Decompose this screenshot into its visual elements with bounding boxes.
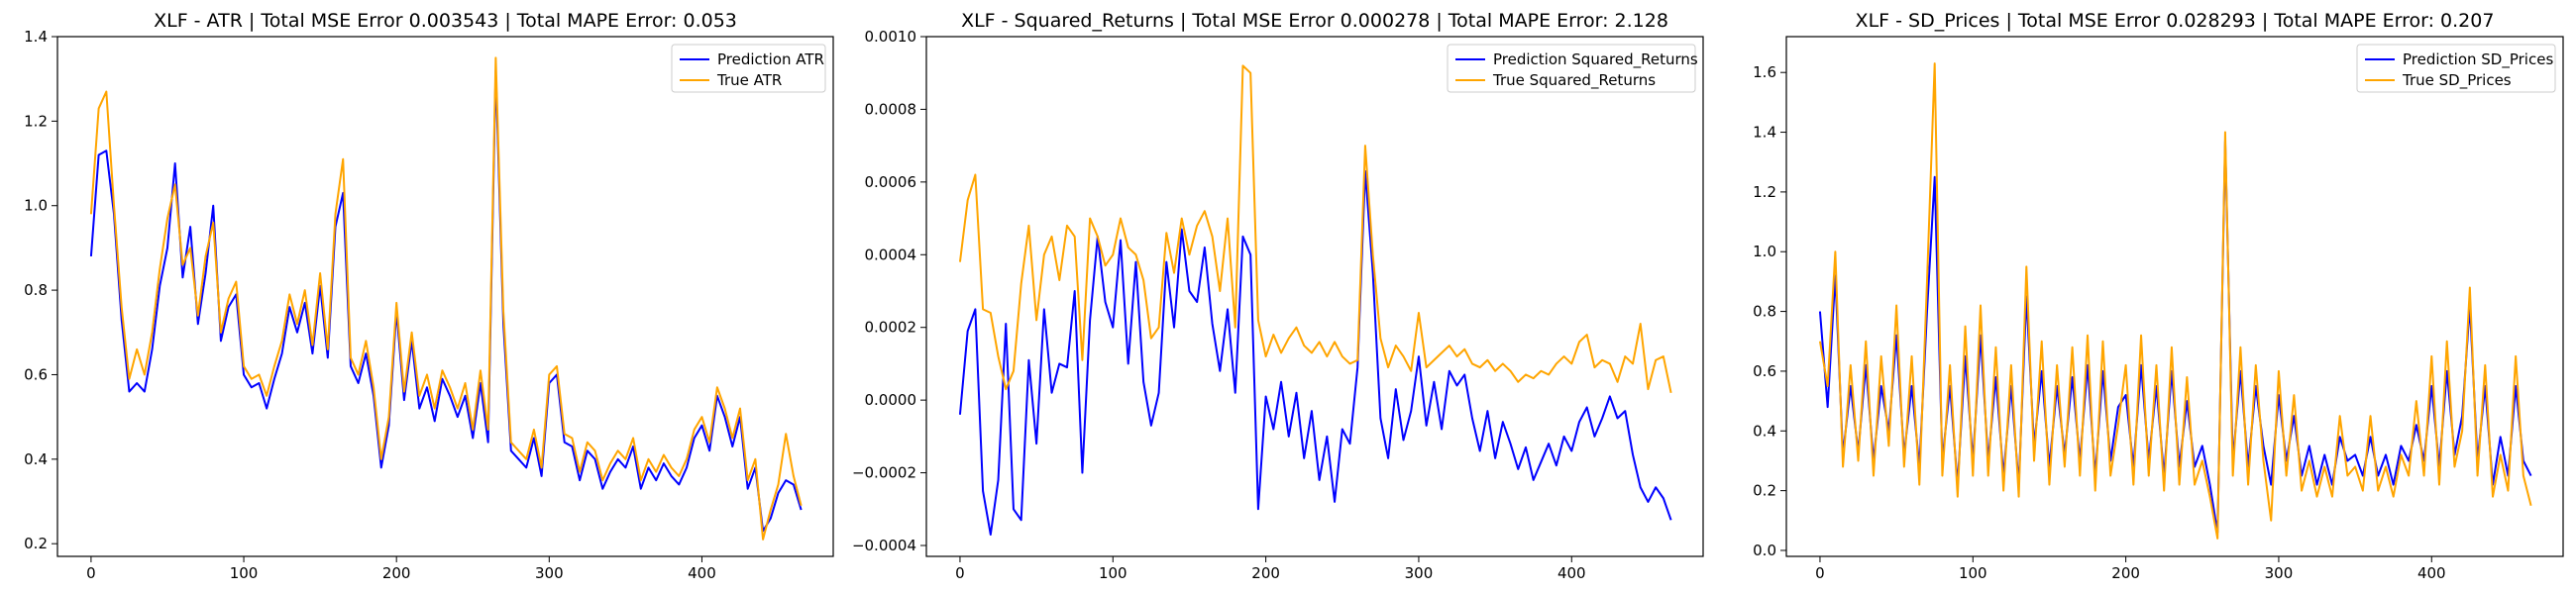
y-tick-label: 0.0000 (865, 391, 917, 409)
y-tick-label: −0.0004 (852, 537, 916, 554)
series-line-prediction (958, 169, 1672, 536)
x-tick-label: 0 (86, 564, 96, 582)
legend: Prediction Squared_Returns True Squared_R… (1447, 44, 1698, 93)
series-line-prediction (89, 69, 803, 533)
x-tick-label: 0 (1815, 564, 1825, 582)
axes-frame (1785, 36, 2564, 557)
x-tick-label: 300 (1405, 564, 1434, 582)
chart-panel-1: XLF - ATR | Total MSE Error 0.003543 | T… (24, 10, 834, 582)
legend-label-prediction: Prediction ATR (717, 50, 824, 68)
y-tick-label: 0.4 (1753, 422, 1776, 440)
y-tick-label: 0.0004 (865, 246, 917, 263)
y-tick-label: 1.6 (1753, 63, 1776, 81)
x-tick-label: 100 (1099, 564, 1127, 582)
y-tick-label: 0.0 (1753, 542, 1776, 559)
chart-title: XLF - SD_Prices | Total MSE Error 0.0282… (1856, 10, 2495, 32)
axes-frame (56, 36, 834, 557)
series-line-true (1818, 62, 2532, 540)
chart-title: XLF - ATR | Total MSE Error 0.003543 | T… (154, 10, 737, 32)
y-tick-label: 0.8 (1753, 303, 1776, 321)
y-tick-label: 1.2 (1753, 183, 1776, 201)
x-tick-label: 200 (382, 564, 411, 582)
legend-box (2356, 44, 2556, 93)
y-tick-label: 0.0008 (865, 100, 917, 118)
legend-label-true: True Squared_Returns (1492, 71, 1656, 90)
y-tick-label: 0.0002 (865, 319, 917, 337)
x-tick-label: 300 (535, 564, 564, 582)
y-tick-label: 1.0 (1753, 243, 1776, 260)
legend-box (671, 44, 826, 93)
y-tick-label: 0.0010 (865, 28, 917, 46)
x-tick-label: 400 (688, 564, 716, 582)
legend: Prediction SD_Prices True SD_Prices (2356, 44, 2556, 93)
y-tick-label: 0.0006 (865, 173, 917, 191)
x-tick-label: 200 (2111, 564, 2140, 582)
x-tick-label: 200 (1251, 564, 1280, 582)
x-tick-label: 400 (1557, 564, 1586, 582)
y-tick-label: 0.4 (24, 450, 48, 468)
y-tick-label: 1.4 (1753, 124, 1776, 142)
y-tick-label: 0.8 (24, 281, 48, 299)
y-tick-label: 1.2 (24, 112, 48, 130)
axes-frame (925, 36, 1704, 557)
y-tick-label: 0.6 (1753, 362, 1776, 380)
legend-box (1447, 44, 1696, 93)
y-tick-label: 0.2 (1753, 482, 1776, 500)
chart-title: XLF - Squared_Returns | Total MSE Error … (961, 10, 1668, 32)
legend-label-true: True SD_Prices (2402, 71, 2512, 90)
chart-panel-3: XLF - SD_Prices | Total MSE Error 0.0282… (1753, 10, 2564, 582)
x-tick-label: 0 (955, 564, 965, 582)
x-tick-label: 400 (2417, 564, 2446, 582)
legend-label-prediction: Prediction SD_Prices (2403, 50, 2553, 69)
x-tick-label: 100 (1959, 564, 1987, 582)
legend-label-true: True ATR (716, 71, 782, 89)
legend: Prediction ATR True ATR (671, 44, 826, 93)
y-tick-label: 1.0 (24, 197, 48, 215)
y-tick-label: 0.2 (24, 535, 48, 552)
legend-label-prediction: Prediction Squared_Returns (1493, 50, 1698, 69)
chart-panel-2: XLF - Squared_Returns | Total MSE Error … (852, 10, 1704, 582)
x-tick-label: 100 (230, 564, 259, 582)
series-line-true (89, 56, 803, 541)
y-tick-label: −0.0002 (852, 464, 916, 482)
y-tick-label: 0.6 (24, 365, 48, 383)
y-tick-label: 1.4 (24, 28, 48, 46)
x-tick-label: 300 (2265, 564, 2294, 582)
series-line-true (958, 64, 1672, 393)
